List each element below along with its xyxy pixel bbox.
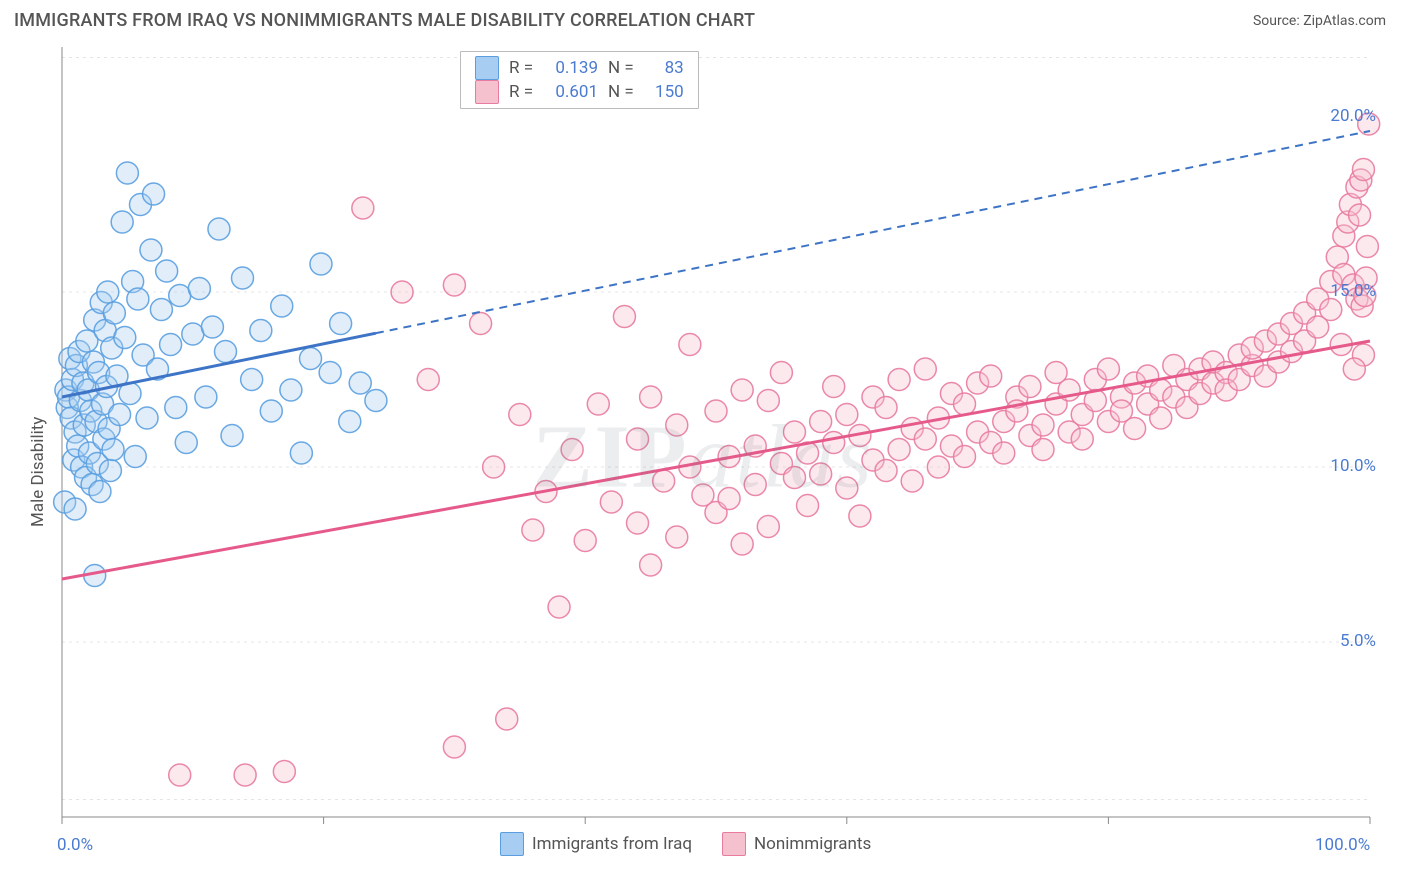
title-bar: IMMIGRANTS FROM IRAQ VS NONIMMIGRANTS MA… bbox=[0, 0, 1406, 37]
y-tick-label: 5.0% bbox=[1340, 631, 1376, 651]
legend-label: Immigrants from Iraq bbox=[532, 834, 692, 854]
swatch-icon bbox=[475, 80, 499, 104]
chart-title: IMMIGRANTS FROM IRAQ VS NONIMMIGRANTS MA… bbox=[14, 10, 755, 31]
chart-area: ZIPatlas Male Disability R = 0.139 N = 8… bbox=[10, 37, 1396, 877]
r-value: 0.601 bbox=[543, 80, 598, 104]
legend-item: Nonimmigrants bbox=[722, 832, 871, 856]
stats-legend-row: R = 0.601 N = 150 bbox=[475, 80, 684, 104]
source-attribution: Source: ZipAtlas.com bbox=[1253, 13, 1386, 29]
series-legend: Immigrants from Iraq Nonimmigrants bbox=[500, 832, 871, 856]
y-axis-label: Male Disability bbox=[28, 417, 48, 527]
r-label: R = bbox=[509, 56, 533, 80]
legend-label: Nonimmigrants bbox=[754, 834, 871, 854]
source-label: Source: bbox=[1253, 13, 1303, 29]
stats-legend: R = 0.139 N = 83 R = 0.601 N = 150 bbox=[460, 51, 699, 109]
n-value: 150 bbox=[644, 80, 684, 104]
r-label: R = bbox=[509, 80, 533, 104]
swatch-icon bbox=[500, 832, 524, 856]
legend-item: Immigrants from Iraq bbox=[500, 832, 692, 856]
scatter-chart bbox=[10, 37, 1396, 877]
y-tick-label: 20.0% bbox=[1330, 106, 1376, 126]
y-tick-label: 15.0% bbox=[1330, 281, 1376, 301]
swatch-icon bbox=[475, 56, 499, 80]
stats-legend-row: R = 0.139 N = 83 bbox=[475, 56, 684, 80]
x-tick-label: 0.0% bbox=[57, 835, 93, 855]
r-value: 0.139 bbox=[543, 56, 598, 80]
y-tick-label: 10.0% bbox=[1330, 456, 1376, 476]
n-value: 83 bbox=[644, 56, 684, 80]
source-name: ZipAtlas.com bbox=[1303, 13, 1386, 29]
swatch-icon bbox=[722, 832, 746, 856]
n-label: N = bbox=[608, 80, 634, 104]
x-tick-label: 100.0% bbox=[1315, 835, 1370, 855]
n-label: N = bbox=[608, 56, 634, 80]
